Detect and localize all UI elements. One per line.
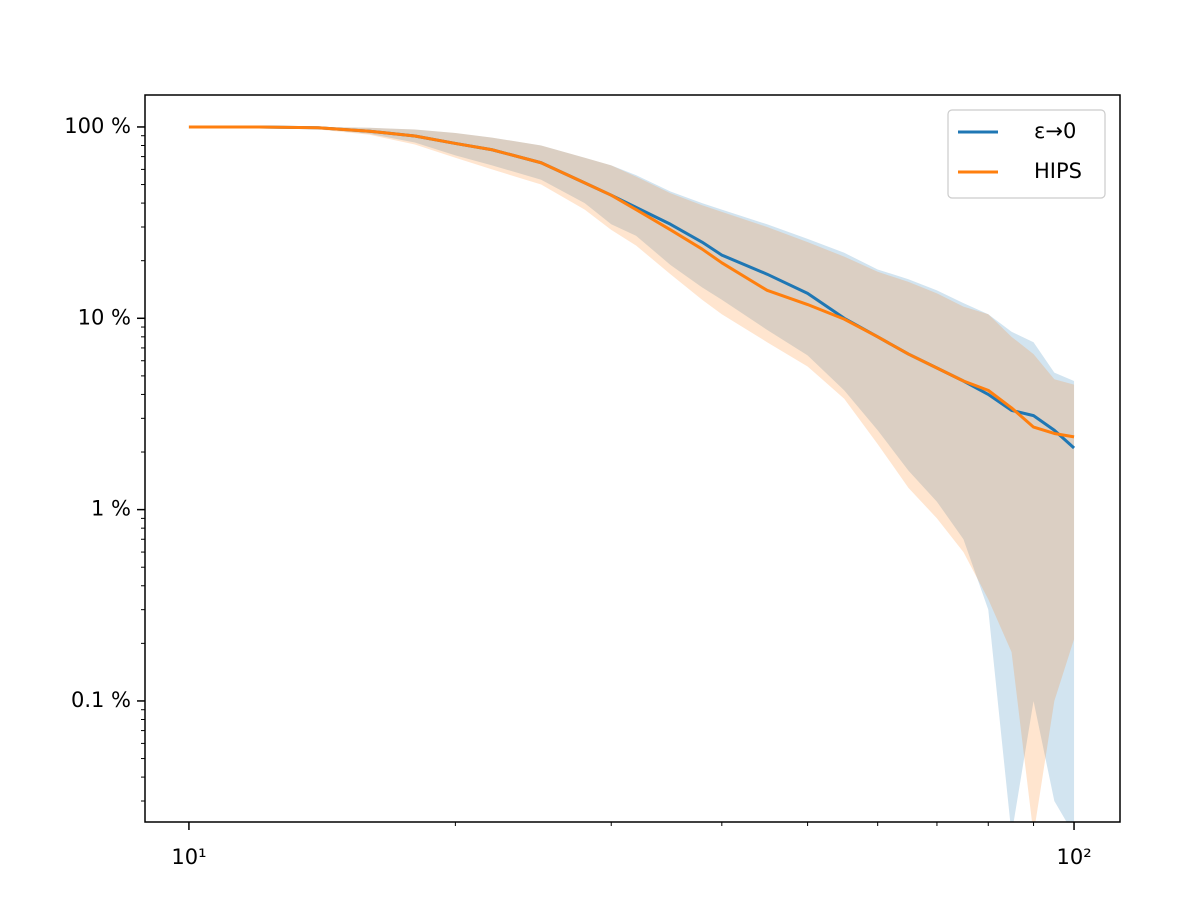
legend: ε→0 HIPS — [947, 109, 1106, 199]
y-tick-label: 1 % — [91, 497, 131, 521]
y-tick-label: 10 % — [78, 305, 131, 329]
axes-frame — [144, 94, 1121, 823]
legend-label: HIPS — [1034, 159, 1082, 183]
legend-box — [947, 109, 1106, 199]
x-tick-label: 10¹ — [171, 845, 206, 869]
line — [188, 125, 1075, 439]
error-band — [188, 126, 1075, 822]
y-tick-label: 100 % — [64, 114, 131, 138]
plot-area — [188, 125, 1076, 822]
x-tick-label: 10² — [1056, 845, 1091, 869]
y-tick-label: 0.1 % — [71, 688, 131, 712]
error-band — [188, 126, 1075, 822]
legend-label: ε→0 — [1034, 119, 1076, 143]
